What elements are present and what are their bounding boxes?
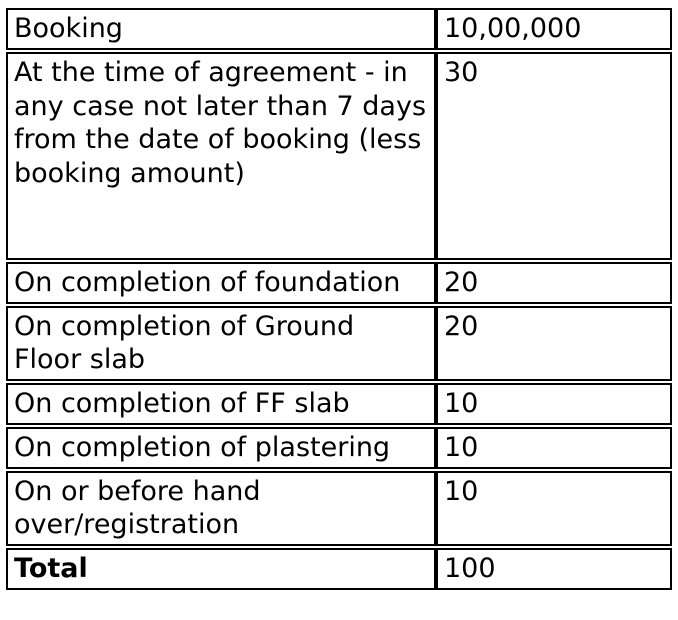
cell-value: 10 <box>436 471 672 547</box>
cell-value: 30 <box>436 52 672 260</box>
cell-description: On completion of foundation <box>6 262 436 304</box>
cell-description: At the time of agreement - in any case n… <box>6 52 436 260</box>
table-row: On completion of FF slab 10 <box>6 383 672 425</box>
cell-description: On completion of FF slab <box>6 383 436 425</box>
table-row-total: Total 100 <box>6 548 672 590</box>
cell-description: Total <box>6 548 436 590</box>
table-row: At the time of agreement - in any case n… <box>6 52 672 260</box>
payment-schedule-table: Booking 10,00,000 At the time of agreeme… <box>6 6 672 592</box>
cell-description: On or before hand over/registration <box>6 471 436 547</box>
cell-description: Booking <box>6 8 436 50</box>
payment-schedule-body: Booking 10,00,000 At the time of agreeme… <box>6 8 672 590</box>
cell-value: 20 <box>436 306 672 382</box>
table-row: On completion of Ground Floor slab 20 <box>6 306 672 382</box>
cell-value: 10 <box>436 427 672 469</box>
cell-value: 100 <box>436 548 672 590</box>
cell-description: On completion of Ground Floor slab <box>6 306 436 382</box>
table-row: Booking 10,00,000 <box>6 8 672 50</box>
cell-value: 10,00,000 <box>436 8 672 50</box>
cell-value: 20 <box>436 262 672 304</box>
table-row: On completion of plastering 10 <box>6 427 672 469</box>
cell-value: 10 <box>436 383 672 425</box>
cell-description: On completion of plastering <box>6 427 436 469</box>
table-row: On completion of foundation 20 <box>6 262 672 304</box>
table-row: On or before hand over/registration 10 <box>6 471 672 547</box>
